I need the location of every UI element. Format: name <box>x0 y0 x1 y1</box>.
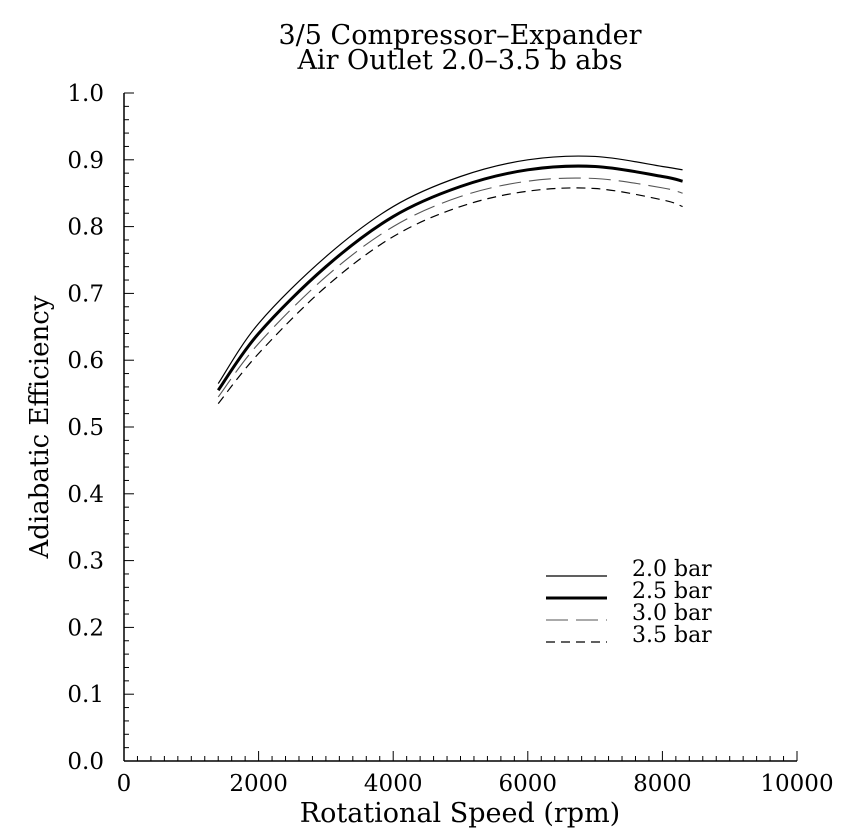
x-tick-label: 0 <box>117 771 132 797</box>
series-line-3-5-bar <box>217 187 683 404</box>
series-lines <box>216 155 683 404</box>
x-tick-label: 10000 <box>760 771 833 797</box>
legend-label: 2.5 bar <box>632 579 712 604</box>
y-axis-tick-labels: 0.0 0.1 0.2 0.3 0.4 0.5 0.6 0.7 0.8 0.9 1.0 <box>67 81 104 775</box>
y-tick-label: 0.2 <box>67 615 104 641</box>
x-axis-label: Rotational Speed (rpm) <box>300 798 620 829</box>
y-tick-label: 0.4 <box>67 482 104 508</box>
series-line-2-5-bar <box>216 164 683 392</box>
y-tick-label: 0.0 <box>67 749 104 775</box>
series-line-2-0-bar <box>217 155 683 384</box>
series-line-3-0-bar <box>217 177 683 398</box>
y-tick-label: 1.0 <box>67 81 104 107</box>
x-tick-label: 6000 <box>499 771 558 797</box>
x-tick-label: 2000 <box>229 771 288 797</box>
chart-subtitle: Air Outlet 2.0–3.5 b abs <box>296 45 622 76</box>
y-axis-ticks <box>124 92 134 762</box>
legend-label: 2.0 bar <box>632 557 712 582</box>
x-tick-label: 8000 <box>633 771 692 797</box>
x-axis-ticks <box>123 751 798 761</box>
y-tick-label: 0.9 <box>67 148 104 174</box>
y-tick-label: 0.6 <box>67 348 104 374</box>
y-tick-label: 0.5 <box>67 415 104 441</box>
x-tick-label: 4000 <box>364 771 423 797</box>
y-axis-label: Adiabatic Efficiency <box>25 295 55 559</box>
legend-label: 3.5 bar <box>632 623 712 648</box>
y-tick-label: 0.1 <box>67 682 104 708</box>
y-tick-label: 0.3 <box>67 549 104 575</box>
y-tick-label: 0.8 <box>67 215 104 241</box>
legend-label: 3.0 bar <box>632 601 712 626</box>
x-axis-tick-labels: 0 2000 4000 6000 8000 10000 <box>117 771 834 797</box>
chart-title: 3/5 Compressor–Expander <box>279 20 642 51</box>
y-tick-label: 0.7 <box>67 281 104 307</box>
